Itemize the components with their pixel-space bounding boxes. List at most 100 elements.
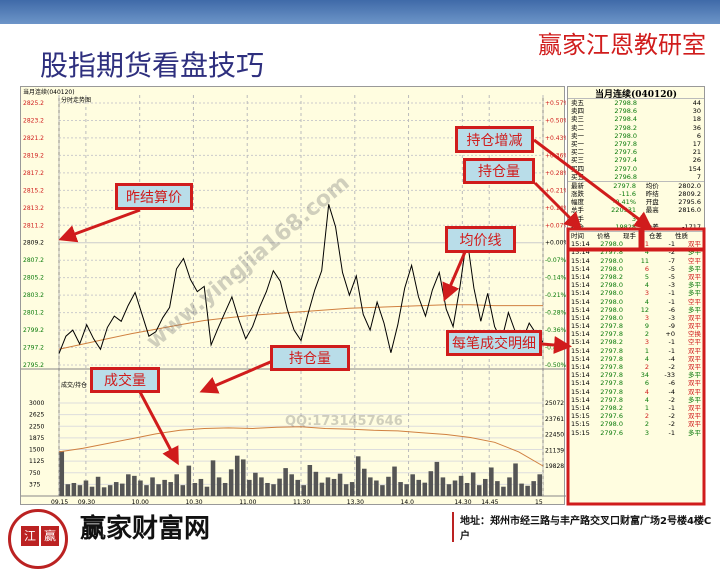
- tick-cell: 15:14: [571, 305, 590, 314]
- tick-cell: 2798.0: [600, 281, 623, 290]
- tick-cell: 空换: [688, 330, 701, 339]
- volume-bar: [476, 485, 482, 496]
- tick-cell: 4: [644, 297, 649, 306]
- tick-row: 15:14 2797.8 9 -9 双平: [568, 322, 704, 330]
- tick-cell: 2798.0: [600, 313, 623, 322]
- volume-bar: [89, 486, 95, 496]
- time-label: 11.00: [239, 499, 256, 506]
- time-label: 14.45: [481, 499, 498, 506]
- order-book-row: 买四 2797.0 154: [568, 165, 704, 173]
- tick-cell: 15:15: [571, 428, 590, 437]
- volume-bar: [422, 482, 428, 496]
- tick-row: 15:14 2798.0 11 -7 空平: [568, 257, 704, 265]
- volume-bar: [440, 477, 446, 496]
- annotation-open-interest: 持仓量: [463, 158, 535, 184]
- pct-tick-label: +0.14%: [545, 205, 566, 212]
- level-label: 买二: [571, 148, 584, 157]
- tick-cell: -2: [668, 363, 675, 371]
- level-label: 买三: [571, 156, 584, 165]
- volume-bar: [507, 477, 512, 496]
- quote-panel: 当月连续(040120) 卖五 2798.8 44 卖四 2798.6 30 卖三 2798.…: [567, 86, 705, 505]
- tick-cell: 2798.0: [600, 256, 623, 265]
- stat-row: 总手 220931 最高 2816.0: [568, 206, 704, 214]
- level-price: 2797.6: [614, 148, 638, 157]
- tick-cell: 9: [644, 322, 649, 331]
- tick-cell: 5: [644, 272, 649, 281]
- volume-bar: [144, 485, 149, 496]
- order-book-row: 卖四 2798.6 30: [568, 107, 704, 115]
- tick-row: 15:14 2798.0 3 -1 多平: [568, 289, 704, 297]
- tick-cell: 2798.2: [600, 403, 623, 412]
- tick-cell: 双平: [688, 379, 701, 388]
- tick-cell: 15:14: [571, 330, 590, 339]
- pct-tick-label: -0.07%: [545, 257, 566, 264]
- tick-row: 15:15 2797.6 2 -2 双平: [568, 412, 704, 420]
- tick-cell: -2: [668, 395, 675, 404]
- volume-bar: [458, 475, 464, 496]
- tick-cell: 11: [640, 256, 649, 265]
- tick-cell: 2797.6: [600, 428, 623, 437]
- price-tick-label: 2795.2: [23, 362, 44, 369]
- stat-value: -0.41%: [613, 198, 636, 207]
- logo-char: 赢: [41, 526, 59, 546]
- tick-row: 15:14 2798.2 5 -5 双平: [568, 273, 704, 281]
- price-tick-label: 2809.2: [23, 240, 44, 247]
- pct-tick-label: +0.50%: [545, 117, 566, 124]
- level-volume: 26: [692, 156, 701, 165]
- tick-row: 15:14 2798.0 4 -3 多平: [568, 281, 704, 289]
- open-interest-highlight: [566, 227, 642, 251]
- stat-row: 幅度 -0.41% 开盘 2795.6: [568, 198, 704, 206]
- volume-bar: [331, 478, 337, 496]
- volume-bar: [210, 460, 216, 496]
- level-volume: 44: [692, 99, 701, 107]
- volume-bar: [470, 472, 476, 496]
- volume-bar: [126, 474, 131, 496]
- price-line: [58, 204, 544, 354]
- tick-cell: 15:14: [571, 281, 590, 290]
- tick-cell: 1: [644, 240, 649, 249]
- tick-cell: 双平: [688, 322, 701, 331]
- tick-cell: 多平: [688, 428, 701, 437]
- volume-bar: [380, 485, 385, 496]
- arrow-tick-detail: [541, 336, 572, 354]
- tick-cell: 2797.8: [600, 363, 623, 371]
- footer: 江 赢 赢家财富网 地址：郑州市经三路与丰产路交叉口财富广场2号楼4楼C户: [0, 506, 720, 569]
- level-volume: 18: [692, 115, 701, 124]
- arrow-oi-line: [199, 358, 276, 394]
- tick-cell: 15:14: [571, 264, 590, 273]
- annotation-oi-change: 持仓增减: [455, 126, 534, 153]
- tick-cell: 34: [640, 371, 649, 380]
- tick-cell: -1: [668, 403, 675, 412]
- oi-tick-label: 23761: [545, 416, 564, 423]
- tick-cell: 15:14: [571, 313, 590, 322]
- stat-value: -1717: [682, 222, 701, 231]
- price-tick-label: 2819.2: [23, 152, 44, 159]
- level-price: 2796.8: [614, 172, 638, 181]
- level-price: 2797.4: [614, 156, 638, 165]
- level-label: 买五: [571, 172, 584, 181]
- arrow-open-interest: [533, 181, 583, 231]
- tick-detail-list[interactable]: 时间 价格 现手 仓差 性质 15:14 2798.0 1 -1 双平 15:14 2797.8 4 -2…: [568, 231, 704, 437]
- volume-bar: [410, 474, 415, 496]
- tick-cell: 2: [644, 363, 649, 371]
- volume-bar: [204, 486, 210, 496]
- level-price: 2798.6: [614, 107, 638, 116]
- tick-cell: 4: [644, 281, 649, 290]
- stat-value: -11.6: [619, 190, 636, 199]
- tick-cell: 多平: [688, 395, 701, 404]
- tick-cell: 双平: [688, 387, 701, 396]
- price-tick-label: 2807.2: [23, 257, 44, 264]
- tick-cell: 2798.0: [600, 240, 623, 249]
- pct-tick-label: +0.21%: [545, 187, 566, 194]
- tick-cell: 2797.8: [600, 248, 623, 257]
- level-volume: 30: [692, 107, 701, 116]
- tick-cell: 15:14: [571, 256, 590, 265]
- annotation-oi-line: 持仓量: [270, 345, 350, 371]
- tick-cell: 15:15: [571, 412, 590, 421]
- annotation-tick-detail: 每笔成交明细: [446, 330, 542, 356]
- stat-value: 2809.2: [678, 190, 701, 199]
- time-label: 14.0: [401, 499, 415, 506]
- stat-label: 最新: [571, 181, 584, 190]
- oi-tick-label: 25072: [545, 400, 564, 407]
- volume-bar: [483, 478, 488, 496]
